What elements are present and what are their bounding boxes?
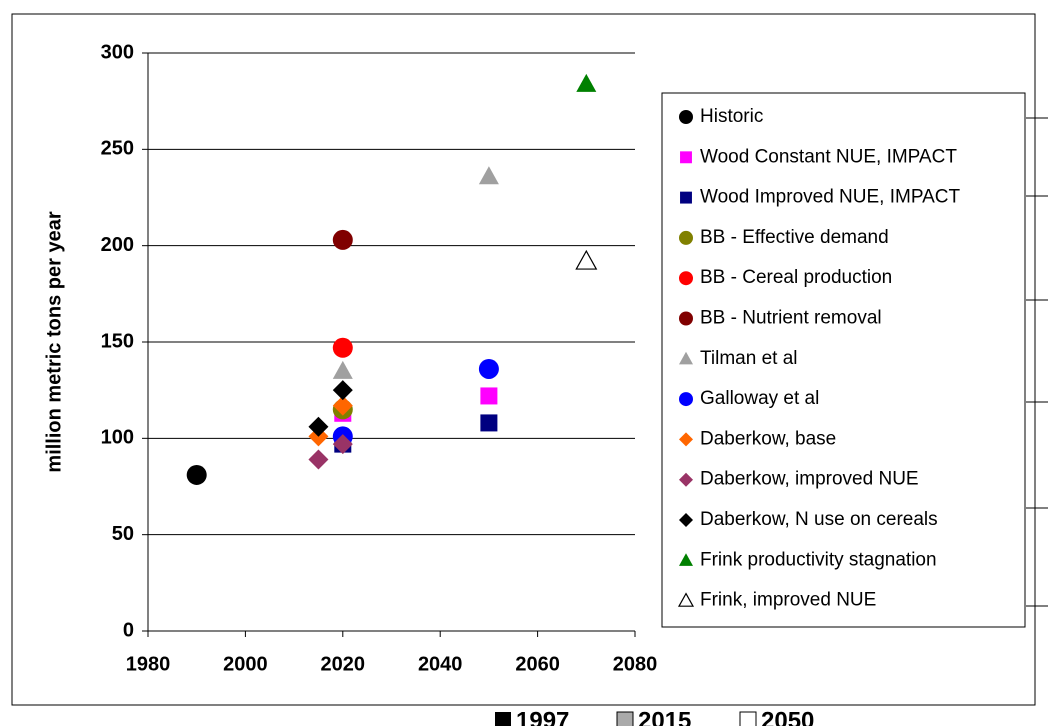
- legend-marker: [679, 432, 693, 447]
- background-chart-lines: [1026, 117, 1048, 607]
- data-point: [332, 434, 353, 455]
- y-tick-label: 0: [123, 619, 134, 641]
- bg-legend-label: 2050: [761, 707, 814, 726]
- y-tick-label: 250: [101, 138, 134, 160]
- legend-label: Daberkow, N use on cereals: [700, 509, 938, 530]
- legend-marker: [677, 592, 695, 607]
- x-tick-label: 2040: [418, 653, 463, 675]
- data-point: [308, 416, 329, 437]
- data-point: [478, 166, 499, 185]
- data-point: [332, 229, 353, 250]
- x-tick-label: 2000: [223, 653, 268, 675]
- x-tick-label: 2080: [613, 653, 658, 675]
- y-axis-label: million metric tons per year: [43, 211, 65, 472]
- legend-marker: [679, 513, 693, 527]
- data-point: [332, 360, 353, 379]
- legend-marker: [680, 151, 692, 164]
- y-tick-label: 50: [112, 523, 134, 545]
- data-point: [332, 395, 353, 416]
- data-point: [575, 249, 598, 270]
- legend-label: Wood Improved NUE, IMPACT: [700, 187, 960, 208]
- legend-marker: [679, 472, 693, 487]
- bg-legend-label: 1997: [516, 707, 569, 726]
- legend-label: Frink, improved NUE: [700, 590, 876, 611]
- legend-marker: [679, 392, 693, 407]
- legend-label: Daberkow, base: [700, 428, 836, 449]
- legend-marker: [679, 553, 693, 566]
- legend-marker: [679, 110, 693, 124]
- y-tick-label: 100: [101, 427, 134, 449]
- bg-legend-swatch: [739, 711, 757, 726]
- legend-marker: [679, 311, 693, 326]
- legend-marker: [679, 230, 693, 245]
- y-tick-label: 300: [101, 41, 134, 63]
- bg-legend-swatch: [495, 712, 511, 726]
- legend-label: Wood Constant NUE, IMPACT: [700, 146, 957, 167]
- legend-label: Daberkow, improved NUE: [700, 469, 919, 490]
- bg-legend-swatch: [616, 711, 634, 726]
- legend-label: BB - Nutrient removal: [700, 308, 882, 329]
- data-point: [332, 337, 353, 358]
- legend-label: Frink productivity stagnation: [700, 549, 937, 570]
- data-point: [576, 73, 597, 92]
- data-point: [480, 414, 498, 432]
- legend-marker: [679, 271, 693, 286]
- legend-label: BB - Effective demand: [700, 227, 889, 248]
- x-tick-label: 1980: [126, 653, 171, 675]
- data-point: [332, 380, 353, 401]
- data-point: [478, 358, 499, 379]
- data-point: [308, 449, 329, 470]
- legend-marker: [679, 351, 693, 365]
- legend-box: [661, 92, 1026, 628]
- y-tick-label: 150: [101, 330, 134, 352]
- legend-label: Historic: [700, 106, 763, 127]
- x-tick-label: 2020: [321, 653, 366, 675]
- data-point: [186, 464, 207, 485]
- legend-label: Tilman et al: [700, 348, 798, 369]
- legend-label: BB - Cereal production: [700, 267, 892, 288]
- bg-legend-label: 2015: [638, 707, 691, 726]
- x-tick-label: 2060: [515, 653, 560, 675]
- data-point: [480, 387, 498, 405]
- y-tick-label: 200: [101, 234, 134, 256]
- background-legend: 1997 2015 2050: [495, 707, 814, 726]
- legend-label: Galloway et al: [700, 388, 819, 409]
- legend-marker: [680, 191, 692, 204]
